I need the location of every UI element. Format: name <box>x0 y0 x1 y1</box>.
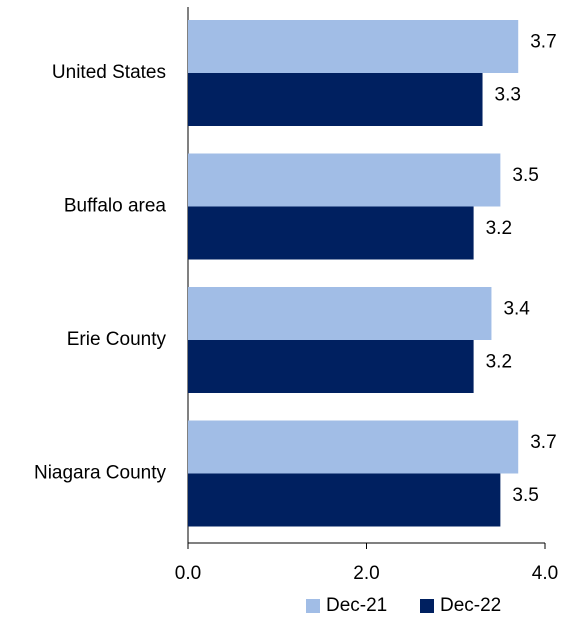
value-label: 3.5 <box>512 165 538 186</box>
value-label: 3.2 <box>486 352 512 373</box>
x-tick-label: 2.0 <box>353 563 379 584</box>
value-label: 3.7 <box>530 32 556 53</box>
bar <box>188 420 519 474</box>
legend-label: Dec-22 <box>440 595 501 616</box>
y-tick-label: United States <box>52 62 166 83</box>
bar <box>188 20 519 73</box>
legend-swatch <box>306 599 320 613</box>
bar <box>188 340 474 393</box>
bar <box>188 287 492 340</box>
value-label: 3.3 <box>495 85 521 106</box>
y-tick-label: Niagara County <box>34 463 167 484</box>
value-label: 3.2 <box>486 218 512 239</box>
value-label: 3.5 <box>512 485 538 506</box>
y-tick-label: Buffalo area <box>64 196 167 217</box>
bar <box>188 473 501 527</box>
x-tick-label: 0.0 <box>175 563 201 584</box>
legend-label: Dec-21 <box>326 595 387 616</box>
bar <box>188 73 483 126</box>
y-tick-label: Erie County <box>67 329 167 350</box>
value-label: 3.4 <box>503 299 530 320</box>
bar <box>188 153 501 207</box>
bar <box>188 206 474 260</box>
x-tick-label: 4.0 <box>532 563 558 584</box>
value-label: 3.7 <box>530 432 556 453</box>
legend-swatch <box>420 599 434 613</box>
